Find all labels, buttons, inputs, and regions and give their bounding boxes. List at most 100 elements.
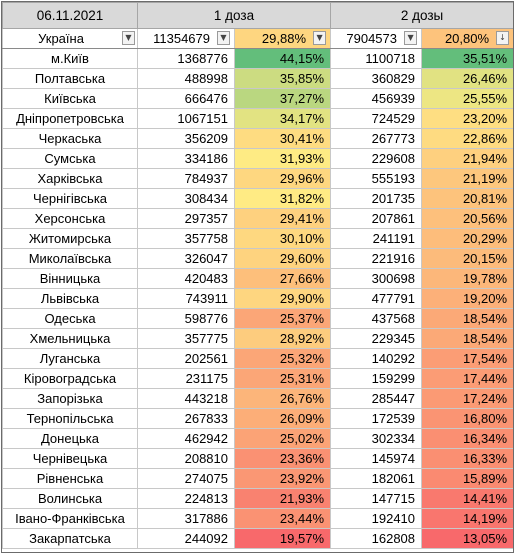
dose2-count-cell[interactable]: 456939: [330, 88, 423, 109]
dose1-percent-cell[interactable]: 23,36%: [233, 448, 332, 469]
sort-desc-icon[interactable]: ↓: [496, 31, 510, 45]
dose1-count-cell[interactable]: 598776: [137, 308, 235, 329]
dose1-percent-cell[interactable]: 28,92%: [233, 328, 332, 349]
dose1-count-cell[interactable]: 420483: [137, 268, 235, 289]
dose1-count-cell[interactable]: 462942: [137, 428, 235, 449]
dose2-count-cell[interactable]: 182061: [330, 468, 423, 489]
dose2-percent-cell[interactable]: 26,46%: [421, 68, 515, 89]
dose1-count-cell[interactable]: 244092: [137, 528, 235, 549]
region-cell[interactable]: Житомирська: [2, 228, 138, 249]
region-cell[interactable]: Запорізька: [2, 388, 138, 409]
region-cell[interactable]: Полтавська: [2, 68, 138, 89]
dose2-percent-cell[interactable]: 16,34%: [421, 428, 515, 449]
dose1-percent-cell[interactable]: 26,09%: [233, 408, 332, 429]
dose2-percent-cell[interactable]: 25,55%: [421, 88, 515, 109]
region-cell[interactable]: Чернівецька: [2, 448, 138, 469]
region-cell[interactable]: Київська: [2, 88, 138, 109]
dose1-count-cell[interactable]: 666476: [137, 88, 235, 109]
dose1-percent-cell[interactable]: 21,93%: [233, 488, 332, 509]
dose2-percent-cell[interactable]: 20,56%: [421, 208, 515, 229]
date-header-cell[interactable]: 06.11.2021: [2, 2, 138, 29]
dose2-percent-cell[interactable]: 19,20%: [421, 288, 515, 309]
dose1-count-cell[interactable]: 317886: [137, 508, 235, 529]
dose1-count-cell[interactable]: 224813: [137, 488, 235, 509]
total-region-cell[interactable]: Україна ▼: [2, 28, 138, 49]
dose2-percent-cell[interactable]: 20,29%: [421, 228, 515, 249]
dose1-percent-cell[interactable]: 35,85%: [233, 68, 332, 89]
region-cell[interactable]: Вінницька: [2, 268, 138, 289]
dose2-percent-cell[interactable]: 16,80%: [421, 408, 515, 429]
dose1-count-cell[interactable]: 274075: [137, 468, 235, 489]
dose1-percent-cell[interactable]: 23,44%: [233, 508, 332, 529]
dose1-percent-cell[interactable]: 37,27%: [233, 88, 332, 109]
region-cell[interactable]: Закарпатська: [2, 528, 138, 549]
region-cell[interactable]: Харківська: [2, 168, 138, 189]
dose2-percent-cell[interactable]: 17,44%: [421, 368, 515, 389]
dose1-percent-cell[interactable]: 25,02%: [233, 428, 332, 449]
dose2-count-cell[interactable]: 147715: [330, 488, 423, 509]
dose2-count-cell[interactable]: 159299: [330, 368, 423, 389]
dose1-count-cell[interactable]: 202561: [137, 348, 235, 369]
dose2-count-cell[interactable]: 229608: [330, 148, 423, 169]
region-cell[interactable]: Чернігівська: [2, 188, 138, 209]
region-cell[interactable]: Львівська: [2, 288, 138, 309]
dose2-count-cell[interactable]: 285447: [330, 388, 423, 409]
dose2-count-cell[interactable]: 360829: [330, 68, 423, 89]
dose2-count-cell[interactable]: 241191: [330, 228, 423, 249]
dose1-percent-cell[interactable]: 25,37%: [233, 308, 332, 329]
dose1-percent-cell[interactable]: 30,10%: [233, 228, 332, 249]
dose1-percent-cell[interactable]: 29,90%: [233, 288, 332, 309]
dose1-count-cell[interactable]: 208810: [137, 448, 235, 469]
dose2-count-cell[interactable]: 229345: [330, 328, 423, 349]
dose2-count-cell[interactable]: 145974: [330, 448, 423, 469]
total-dose2-cell[interactable]: 7904573 ▼: [330, 28, 423, 49]
dose2-count-cell[interactable]: 437568: [330, 308, 423, 329]
dose2-count-cell[interactable]: 221916: [330, 248, 423, 269]
chevron-down-icon[interactable]: ▼: [313, 31, 327, 45]
dose2-count-cell[interactable]: 207861: [330, 208, 423, 229]
dose2-count-cell[interactable]: 267773: [330, 128, 423, 149]
dose1-count-cell[interactable]: 1067151: [137, 108, 235, 129]
total-dose2-percent-cell[interactable]: 20,80% ↓: [421, 28, 515, 49]
dose2-percent-cell[interactable]: 15,89%: [421, 468, 515, 489]
region-cell[interactable]: м.Київ: [2, 48, 138, 69]
dose1-percent-cell[interactable]: 29,41%: [233, 208, 332, 229]
region-cell[interactable]: Сумська: [2, 148, 138, 169]
dose2-percent-cell[interactable]: 20,15%: [421, 248, 515, 269]
dose2-percent-cell[interactable]: 21,19%: [421, 168, 515, 189]
dose2-count-cell[interactable]: 162808: [330, 528, 423, 549]
dose2-percent-cell[interactable]: 22,86%: [421, 128, 515, 149]
dose2-percent-cell[interactable]: 21,94%: [421, 148, 515, 169]
region-cell[interactable]: Волинська: [2, 488, 138, 509]
dose1-percent-cell[interactable]: 31,82%: [233, 188, 332, 209]
dose1-count-cell[interactable]: 357758: [137, 228, 235, 249]
dose2-percent-cell[interactable]: 18,54%: [421, 328, 515, 349]
dose1-count-cell[interactable]: 1368776: [137, 48, 235, 69]
dose2-percent-cell[interactable]: 14,41%: [421, 488, 515, 509]
dose2-count-cell[interactable]: 555193: [330, 168, 423, 189]
dose1-count-cell[interactable]: 443218: [137, 388, 235, 409]
dose1-percent-cell[interactable]: 25,32%: [233, 348, 332, 369]
region-cell[interactable]: Рівненська: [2, 468, 138, 489]
region-cell[interactable]: Тернопільська: [2, 408, 138, 429]
dose2-percent-cell[interactable]: 23,20%: [421, 108, 515, 129]
dose2-percent-cell[interactable]: 19,78%: [421, 268, 515, 289]
dose2-count-cell[interactable]: 302334: [330, 428, 423, 449]
dose2-percent-cell[interactable]: 13,05%: [421, 528, 515, 549]
dose1-percent-cell[interactable]: 26,76%: [233, 388, 332, 409]
dose1-count-cell[interactable]: 356209: [137, 128, 235, 149]
region-cell[interactable]: Дніпропетровська: [2, 108, 138, 129]
dose1-count-cell[interactable]: 488998: [137, 68, 235, 89]
dose1-percent-cell[interactable]: 34,17%: [233, 108, 332, 129]
dose1-count-cell[interactable]: 334186: [137, 148, 235, 169]
chevron-down-icon[interactable]: ▼: [122, 31, 135, 45]
dose2-header-cell[interactable]: 2 дозы: [330, 2, 515, 29]
dose1-header-cell[interactable]: 1 доза: [136, 2, 332, 29]
dose1-percent-cell[interactable]: 25,31%: [233, 368, 332, 389]
dose2-count-cell[interactable]: 300698: [330, 268, 423, 289]
dose2-percent-cell[interactable]: 17,54%: [421, 348, 515, 369]
dose2-count-cell[interactable]: 140292: [330, 348, 423, 369]
region-cell[interactable]: Черкаська: [2, 128, 138, 149]
dose2-percent-cell[interactable]: 14,19%: [421, 508, 515, 529]
dose1-count-cell[interactable]: 743911: [137, 288, 235, 309]
